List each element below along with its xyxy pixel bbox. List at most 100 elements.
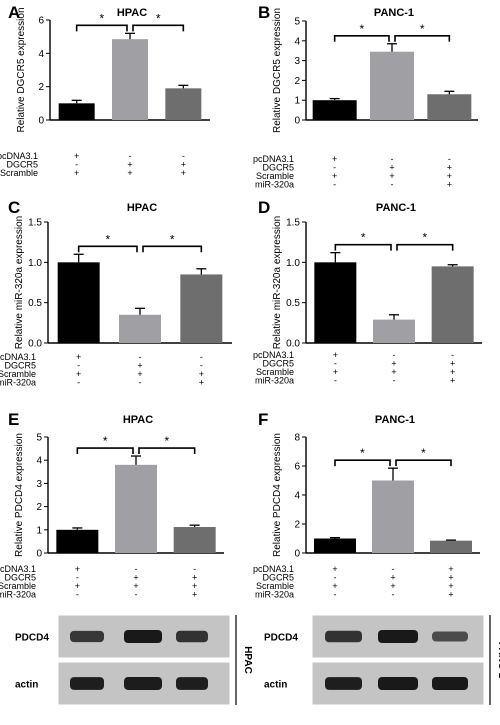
condition-sign: + [447, 163, 452, 173]
condition-sign: - [391, 154, 394, 164]
significance-bracket [333, 34, 390, 42]
blot-cell-line-label: PANC-1 [496, 642, 500, 679]
significance-star: * [103, 434, 108, 448]
condition-label: DGCR5 [262, 573, 294, 583]
condition-sign: + [333, 367, 338, 377]
significance-bracket [132, 24, 185, 32]
condition-sign: - [448, 154, 451, 164]
blot-row-label: actin [264, 680, 287, 691]
y-tick-label: 0.5 [28, 298, 42, 309]
blot-row-label: PDCD4 [15, 633, 49, 644]
condition-sign: + [127, 160, 132, 170]
condition-sign: + [333, 350, 338, 360]
condition-label: Scramble [0, 369, 36, 379]
bar [57, 262, 100, 343]
bar [370, 51, 414, 120]
y-axis-label: Relative PDCD4 expression [272, 433, 283, 557]
significance-star: * [420, 22, 425, 36]
blot-panel-e: PDCD4 actin HPAC [15, 614, 253, 706]
condition-label: pcDNA3.1 [0, 151, 38, 161]
chart-title: HPAC [123, 414, 153, 426]
condition-sign: - [76, 573, 79, 583]
y-axis-label: Relative miR-320a expression [14, 216, 25, 349]
bar [180, 274, 223, 343]
blot-band [176, 630, 208, 643]
condition-sign: - [77, 361, 80, 371]
chart-title: PANC-1 [375, 414, 415, 426]
condition-sign: - [139, 378, 142, 388]
y-axis-label: Relative PDCD4 expression [14, 433, 25, 557]
chart-panel-a: A HPAC 0 2 4 6 Relative DGCR5 expression * * pcDN… [0, 3, 210, 178]
significance-bracket [394, 34, 451, 42]
condition-sign: + [192, 581, 197, 591]
condition-sign: - [77, 378, 80, 388]
condition-sign: - [193, 564, 196, 574]
blot-band [70, 630, 104, 643]
condition-sign: - [334, 376, 337, 386]
significance-star: * [421, 446, 426, 460]
panel-letter: F [258, 410, 268, 429]
condition-sign: + [450, 376, 455, 386]
chart-title: PANC-1 [376, 202, 416, 214]
condition-sign: + [75, 564, 80, 574]
significance-bracket [75, 24, 128, 32]
y-tick-label: 0 [36, 549, 42, 560]
y-tick-label: 2 [294, 520, 300, 531]
condition-sign: + [448, 581, 453, 591]
condition-sign: + [74, 168, 79, 178]
y-tick-label: 3 [36, 479, 42, 490]
condition-sign: - [334, 359, 337, 369]
condition-sign: + [137, 369, 142, 379]
significance-bracket [76, 447, 134, 455]
condition-sign: - [334, 573, 337, 583]
y-tick-label: 6 [294, 462, 300, 473]
y-tick-label: 1.0 [28, 258, 42, 269]
significance-bracket [334, 243, 392, 251]
bar [430, 540, 472, 553]
condition-label: miR-320a [255, 590, 294, 600]
condition-label: Scramble [0, 581, 36, 591]
condition-sign: - [135, 564, 138, 574]
blot-band [378, 629, 418, 644]
condition-sign: + [447, 171, 452, 181]
blot-cell-line-label: HPAC [242, 646, 253, 674]
blot-band [176, 677, 208, 690]
condition-sign: + [181, 160, 186, 170]
condition-label: miR-320a [255, 180, 294, 190]
chart-panel-e: E HPAC 0 1 2 3 4 5 Relative PDCD4 expression * * pc… [0, 410, 224, 600]
bar [112, 39, 148, 120]
condition-sign: - [200, 361, 203, 371]
condition-sign: + [390, 573, 395, 583]
blot-band [432, 676, 468, 691]
blot-band [325, 677, 362, 690]
y-tick-label: 5 [294, 17, 300, 28]
condition-sign: - [334, 590, 337, 600]
condition-label: Scramble [256, 367, 294, 377]
condition-sign: - [333, 163, 336, 173]
condition-sign: + [192, 590, 197, 600]
blot-row-label: PDCD4 [264, 633, 298, 644]
y-tick-label: 4 [36, 456, 42, 467]
condition-label: Scramble [256, 581, 294, 591]
condition-sign: + [389, 163, 394, 173]
y-tick-label: 0.0 [28, 339, 42, 350]
y-tick-label: 0 [38, 116, 44, 127]
chart-panel-f: F PANC-1 0 2 4 6 8 Relative PDCD4 expression * * p… [253, 410, 480, 600]
y-tick-label: 1.5 [286, 218, 300, 229]
blot-band [70, 677, 104, 690]
significance-bracket [142, 245, 203, 253]
condition-sign: + [332, 171, 337, 181]
significance-star: * [360, 446, 365, 460]
blot-band [432, 631, 468, 642]
significance-star: * [422, 231, 427, 245]
bar [173, 527, 216, 553]
y-tick-label: 4 [38, 49, 44, 60]
condition-sign: + [199, 369, 204, 379]
condition-label: DGCR5 [4, 361, 36, 371]
significance-bracket [77, 245, 138, 253]
condition-sign: + [448, 564, 453, 574]
y-axis-label: Relative DGCR5 expression [272, 8, 283, 133]
bar [373, 319, 415, 343]
bar [56, 529, 99, 553]
